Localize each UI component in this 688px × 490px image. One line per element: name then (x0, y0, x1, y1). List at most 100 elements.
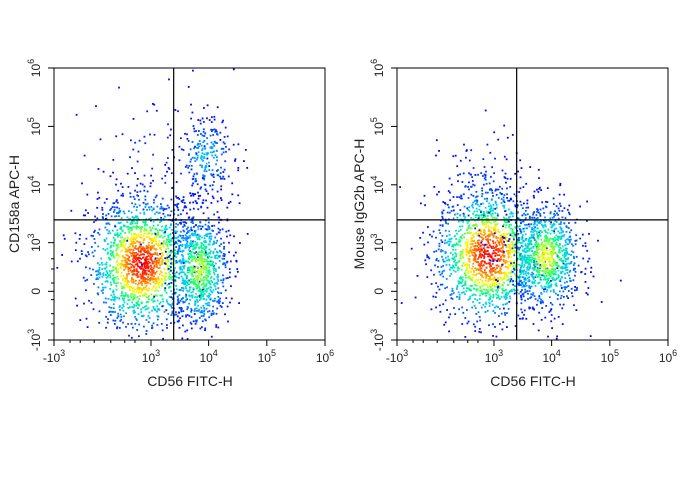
event-point (131, 287, 134, 290)
event-point (138, 304, 140, 307)
event-point (96, 217, 99, 220)
event-point (188, 314, 191, 317)
event-point (191, 192, 194, 195)
event-point (508, 300, 511, 303)
event-point (217, 292, 220, 294)
event-point (546, 252, 548, 255)
event-point (162, 305, 165, 307)
event-point (161, 294, 163, 297)
event-point (123, 268, 126, 271)
event-point (128, 256, 131, 259)
event-point (481, 254, 484, 257)
event-point (206, 142, 209, 145)
event-point (113, 323, 116, 325)
event-point (202, 131, 205, 133)
event-point (112, 254, 115, 256)
event-point (169, 254, 171, 257)
event-point (211, 281, 214, 284)
event-point (147, 265, 150, 268)
event-point (182, 239, 185, 242)
event-point (191, 269, 194, 271)
event-point (161, 329, 164, 332)
event-point (513, 272, 516, 275)
event-point (498, 259, 501, 262)
event-point (468, 266, 471, 269)
event-point (129, 269, 132, 272)
event-point (205, 290, 208, 293)
event-point (203, 107, 205, 109)
event-point (524, 224, 526, 226)
event-point (545, 275, 548, 277)
event-point (558, 223, 561, 226)
event-point (464, 336, 467, 338)
event-point (130, 286, 133, 288)
event-point (170, 244, 173, 246)
event-point (478, 251, 481, 253)
event-point (197, 225, 199, 228)
event-point (149, 282, 152, 285)
event-point (553, 272, 556, 275)
event-point (543, 254, 545, 257)
event-point (462, 221, 465, 223)
event-point (534, 243, 537, 246)
event-point (152, 153, 154, 156)
event-point (575, 289, 578, 291)
event-point (471, 180, 474, 182)
event-point (125, 261, 128, 264)
event-point (195, 130, 197, 132)
event-point (561, 230, 564, 233)
event-point (104, 297, 107, 300)
event-point (437, 248, 440, 251)
event-point (497, 265, 500, 268)
event-point (525, 274, 528, 277)
event-point (490, 233, 492, 236)
event-point (469, 248, 472, 250)
event-point (171, 237, 174, 240)
event-point (483, 249, 486, 251)
event-point (471, 254, 474, 256)
event-point (147, 260, 150, 263)
event-point (532, 272, 535, 275)
event-point (122, 245, 125, 248)
event-point (554, 279, 557, 281)
event-point (157, 244, 160, 246)
event-point (168, 241, 171, 244)
event-point (478, 298, 481, 300)
event-point (137, 217, 139, 220)
event-point (186, 243, 188, 245)
event-point (182, 225, 184, 228)
event-point (192, 182, 194, 185)
event-point (119, 232, 122, 235)
event-point (493, 258, 496, 261)
event-point (499, 323, 501, 325)
event-point (162, 337, 164, 340)
event-point (217, 275, 220, 278)
event-point (128, 259, 131, 262)
event-point (111, 270, 113, 272)
event-point (523, 258, 525, 260)
event-point (164, 231, 167, 233)
event-point (511, 243, 514, 246)
event-point (216, 283, 219, 285)
event-point (149, 228, 152, 231)
event-point (466, 241, 469, 243)
event-point (175, 181, 178, 183)
event-point (212, 143, 215, 146)
event-point (475, 196, 477, 199)
event-point (112, 245, 115, 247)
event-point (166, 327, 168, 329)
event-point (539, 265, 542, 267)
event-point (485, 294, 487, 297)
event-point (570, 287, 573, 290)
event-point (141, 288, 143, 290)
event-point (545, 225, 547, 228)
event-point (559, 184, 562, 187)
event-point (169, 276, 172, 279)
event-point (199, 256, 202, 259)
event-point (212, 261, 215, 263)
event-point (539, 234, 542, 237)
event-point (524, 209, 527, 212)
event-point (192, 222, 194, 224)
event-point (177, 202, 180, 205)
event-point (191, 229, 193, 232)
